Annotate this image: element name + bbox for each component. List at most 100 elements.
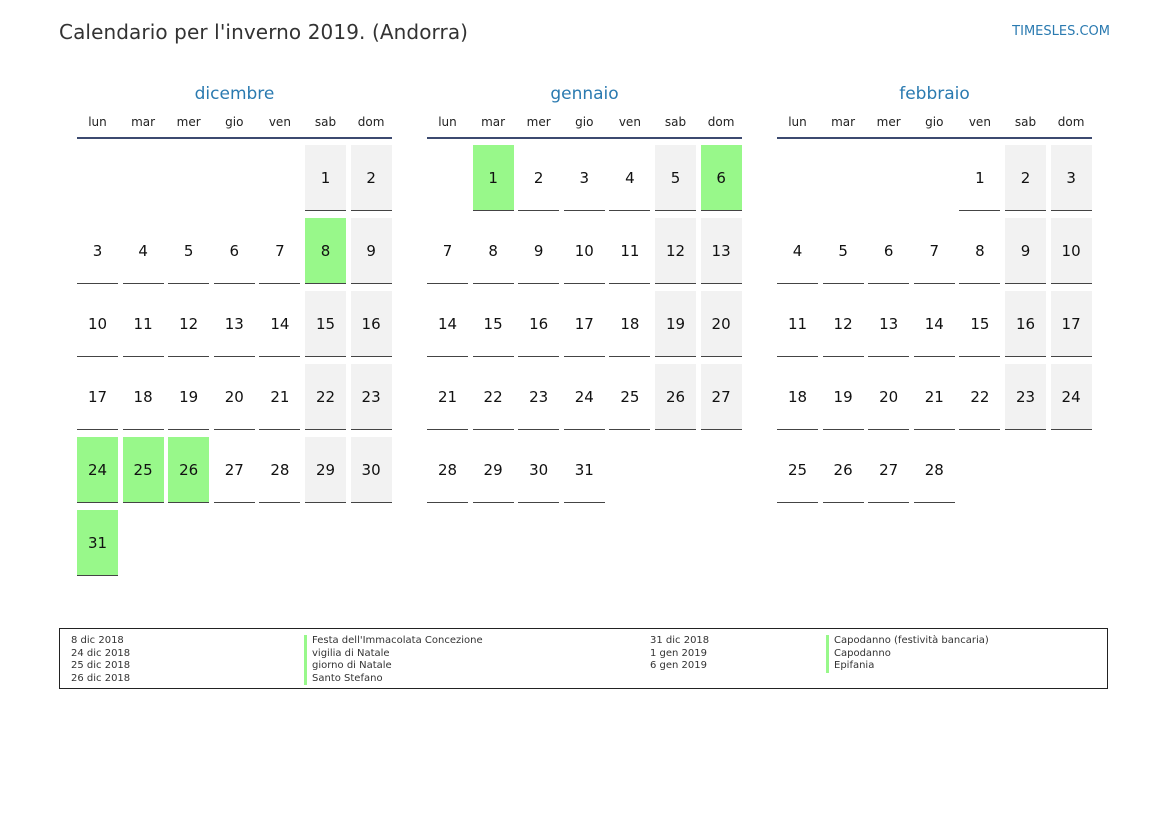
day-cell: 11 xyxy=(777,291,818,357)
day-cell: 10 xyxy=(1050,218,1092,284)
day-cell: 2 xyxy=(518,145,560,211)
day-cell: 5 xyxy=(655,145,696,211)
legend-names-left: Festa dell'Immacolata Concezione vigilia… xyxy=(304,635,483,685)
day-cell: 17 xyxy=(77,364,118,430)
weekday-label: dom xyxy=(357,115,385,129)
day-cell: 11 xyxy=(122,291,164,357)
legend-date: 26 dic 2018 xyxy=(71,672,131,684)
day-cell: 28 xyxy=(259,437,301,503)
day-cell: 25 xyxy=(122,437,164,503)
day-cell: 28 xyxy=(913,437,955,503)
day-cell: 5 xyxy=(168,218,210,284)
day-cell: 2 xyxy=(1005,145,1046,211)
day-cell: 1 xyxy=(305,145,346,211)
legend-date: 24 dic 2018 xyxy=(71,647,131,659)
weekday-label: dom xyxy=(1057,115,1085,129)
legend-holiday-name: Capodanno (festività bancaria) xyxy=(826,635,989,648)
weekday-label: dom xyxy=(707,115,735,129)
day-cell: 4 xyxy=(122,218,164,284)
day-cell: 13 xyxy=(213,291,255,357)
day-cell: 2 xyxy=(350,145,392,211)
day-cell: 10 xyxy=(77,291,118,357)
day-cell: 12 xyxy=(168,291,210,357)
day-cell: 4 xyxy=(777,218,818,284)
legend-dates-left: 8 dic 2018 24 dic 2018 25 dic 2018 26 di… xyxy=(71,635,130,685)
day-cell: 3 xyxy=(563,145,605,211)
day-cell: 25 xyxy=(777,437,818,503)
weekday-label: mer xyxy=(876,115,901,129)
day-cell: 31 xyxy=(563,437,605,503)
weekday-label: sab xyxy=(314,115,337,129)
day-cell: 8 xyxy=(472,218,514,284)
weekday-label: ven xyxy=(968,115,991,129)
day-cell: 1 xyxy=(472,145,514,211)
day-cell: 16 xyxy=(518,291,560,357)
weekday-label: gio xyxy=(225,115,244,129)
day-cell: 9 xyxy=(350,218,392,284)
day-cell: 7 xyxy=(913,218,955,284)
legend-names-right: Capodanno (festività bancaria) Capodanno… xyxy=(826,635,989,673)
day-cell: 16 xyxy=(1005,291,1046,357)
day-cell: 23 xyxy=(350,364,392,430)
weekday-label: sab xyxy=(1014,115,1037,129)
day-cell: 27 xyxy=(700,364,742,430)
day-cell: 27 xyxy=(213,437,255,503)
day-cell: 25 xyxy=(609,364,651,430)
day-cell: 16 xyxy=(350,291,392,357)
legend-holiday-name: giorno di Natale xyxy=(304,660,483,673)
weekday-label: mar xyxy=(831,115,856,129)
day-cell: 17 xyxy=(563,291,605,357)
weekday-label: lun xyxy=(788,115,807,129)
day-cell: 23 xyxy=(1005,364,1046,430)
day-cell: 8 xyxy=(305,218,346,284)
weekday-label: gio xyxy=(575,115,594,129)
weekday-label: mer xyxy=(176,115,201,129)
day-cell: 5 xyxy=(822,218,864,284)
legend-holiday-name: Capodanno xyxy=(826,647,989,660)
day-cell: 17 xyxy=(1050,291,1092,357)
day-cell: 3 xyxy=(1050,145,1092,211)
day-cell: 19 xyxy=(168,364,210,430)
weekday-header: lun mar mer gio ven sab dom xyxy=(777,115,1092,139)
day-cell: 6 xyxy=(213,218,255,284)
day-cell: 24 xyxy=(77,437,118,503)
weekday-label: sab xyxy=(664,115,687,129)
weekday-label: lun xyxy=(438,115,457,129)
day-cell: 15 xyxy=(305,291,346,357)
legend-holiday-name: Epifania xyxy=(826,660,989,673)
day-cell: 3 xyxy=(77,218,118,284)
legend-date: 25 dic 2018 xyxy=(71,660,131,671)
day-cell: 29 xyxy=(472,437,514,503)
site-link[interactable]: TIMESLES.COM xyxy=(1012,24,1110,39)
weekday-label: lun xyxy=(88,115,107,129)
weekday-label: mar xyxy=(131,115,156,129)
day-cell: 11 xyxy=(609,218,651,284)
day-cell: 26 xyxy=(655,364,696,430)
weekday-label: mer xyxy=(526,115,551,129)
day-cell: 21 xyxy=(259,364,301,430)
day-cell: 4 xyxy=(609,145,651,211)
day-cell: 18 xyxy=(777,364,818,430)
day-cell: 18 xyxy=(122,364,164,430)
weekday-header: lun mar mer gio ven sab dom xyxy=(427,115,742,139)
day-cell: 23 xyxy=(518,364,560,430)
day-cell: 19 xyxy=(822,364,864,430)
holiday-legend: 8 dic 2018 24 dic 2018 25 dic 2018 26 di… xyxy=(59,628,1108,689)
day-cell: 14 xyxy=(913,291,955,357)
day-cell: 30 xyxy=(518,437,560,503)
legend-date: 8 dic 2018 xyxy=(71,635,124,646)
day-cell: 8 xyxy=(959,218,1001,284)
day-cell: 20 xyxy=(213,364,255,430)
month-name: febbraio xyxy=(899,84,970,104)
day-cell: 1 xyxy=(959,145,1001,211)
month-name: dicembre xyxy=(194,84,275,104)
legend-holiday-name: Festa dell'Immacolata Concezione xyxy=(304,635,483,648)
legend-dates-right: 31 dic 2018 1 gen 2019 6 gen 2019 xyxy=(650,635,709,673)
day-cell: 7 xyxy=(427,218,468,284)
day-cell: 22 xyxy=(305,364,346,430)
day-cell: 26 xyxy=(822,437,864,503)
day-cell: 26 xyxy=(168,437,210,503)
